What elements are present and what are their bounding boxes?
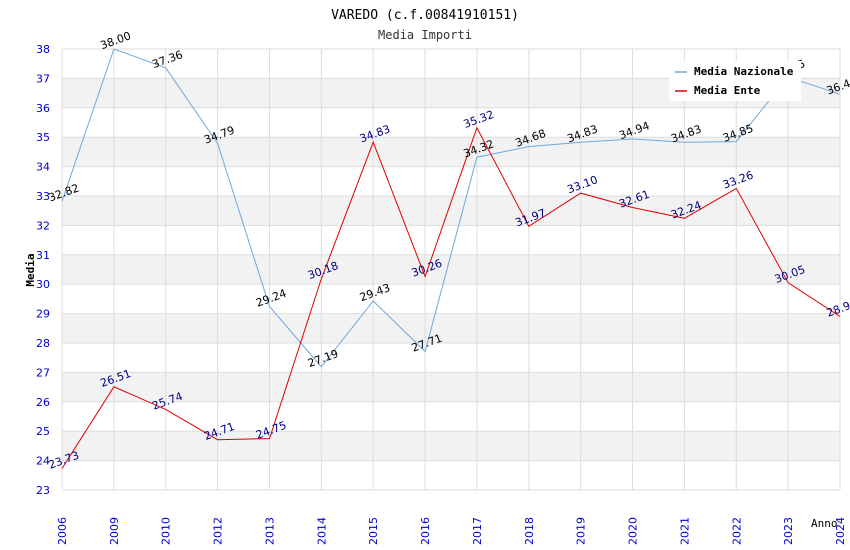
y-tick-label: 24: [36, 455, 50, 468]
x-tick-label: 2016: [419, 517, 432, 545]
x-tick-label: 2022: [730, 517, 743, 545]
y-tick-label: 23: [36, 484, 50, 497]
legend-label-media-ente: Media Ente: [694, 84, 761, 97]
x-tick-label: 2021: [678, 517, 691, 545]
y-tick-label: 35: [36, 131, 50, 144]
x-tick-label: 2024: [834, 517, 847, 545]
y-tick-label: 28: [36, 337, 50, 350]
y-tick-label: 31: [36, 249, 50, 262]
x-tick-label: 2017: [471, 517, 484, 545]
x-tick-label: 2009: [108, 517, 121, 545]
data-label-media-ente: 35.32: [462, 108, 496, 131]
y-axis-label: Media: [24, 253, 37, 286]
data-label-media-ente: 33.10: [565, 173, 599, 196]
chart-title: VAREDO (c.f.00841910151): [331, 8, 519, 23]
band-32: [62, 196, 840, 226]
legend-box: [669, 61, 801, 101]
x-tick-label: 2020: [627, 517, 640, 545]
band-28: [62, 313, 840, 343]
y-tick-label: 30: [36, 278, 50, 291]
x-tick-label: 2013: [263, 517, 276, 545]
data-label-media-ente: 28.90: [825, 297, 850, 320]
gridlines: [61, 48, 841, 491]
y-tick-label: 34: [36, 161, 50, 174]
series-line-media-nazionale: [61, 48, 841, 368]
legend-label-media-nazionale: Media Nazionale: [694, 65, 794, 78]
x-axis-ticks: 2006 2009 2010 2012 2013 2014 2015 2016 2017 2018…: [56, 517, 847, 545]
chart-subtitle: Media Importi: [378, 28, 472, 42]
x-tick-label: 2014: [315, 517, 328, 545]
band-26: [62, 372, 840, 402]
x-tick-label: 2012: [212, 517, 225, 545]
data-label-media-nazionale: 29.24: [254, 287, 288, 310]
data-label-media-nazionale: 37.36: [151, 48, 185, 71]
legend: Media Nazionale Media Ente: [669, 61, 801, 101]
x-tick-label: 2019: [575, 517, 588, 545]
y-tick-label: 27: [36, 366, 50, 379]
background-bands: [62, 78, 840, 461]
y-tick-label: 29: [36, 308, 50, 321]
data-label-media-nazionale: 27.19: [306, 347, 340, 370]
y-tick-label: 38: [36, 43, 50, 56]
band-24: [62, 431, 840, 461]
series-lines: [61, 48, 841, 469]
x-tick-label: 2015: [367, 517, 380, 545]
band-30: [62, 254, 840, 285]
y-axis-ticks: 23 24 25 26 27 28 29 30 31 32 33 34 35 36 37 38: [36, 43, 50, 497]
x-tick-label: 2018: [523, 517, 536, 545]
y-tick-label: 26: [36, 396, 50, 409]
y-tick-label: 37: [36, 72, 50, 85]
x-tick-label: 2023: [782, 517, 795, 545]
y-tick-label: 36: [36, 102, 50, 115]
y-tick-label: 25: [36, 425, 50, 438]
y-tick-label: 33: [36, 190, 50, 203]
x-tick-label: 2006: [56, 517, 69, 545]
data-label-media-ente: 33.26: [721, 169, 755, 192]
x-axis-label: Anno: [811, 517, 838, 530]
y-tick-label: 32: [36, 219, 50, 232]
x-tick-label: 2010: [160, 517, 173, 545]
series-line-media-ente: [61, 126, 841, 469]
